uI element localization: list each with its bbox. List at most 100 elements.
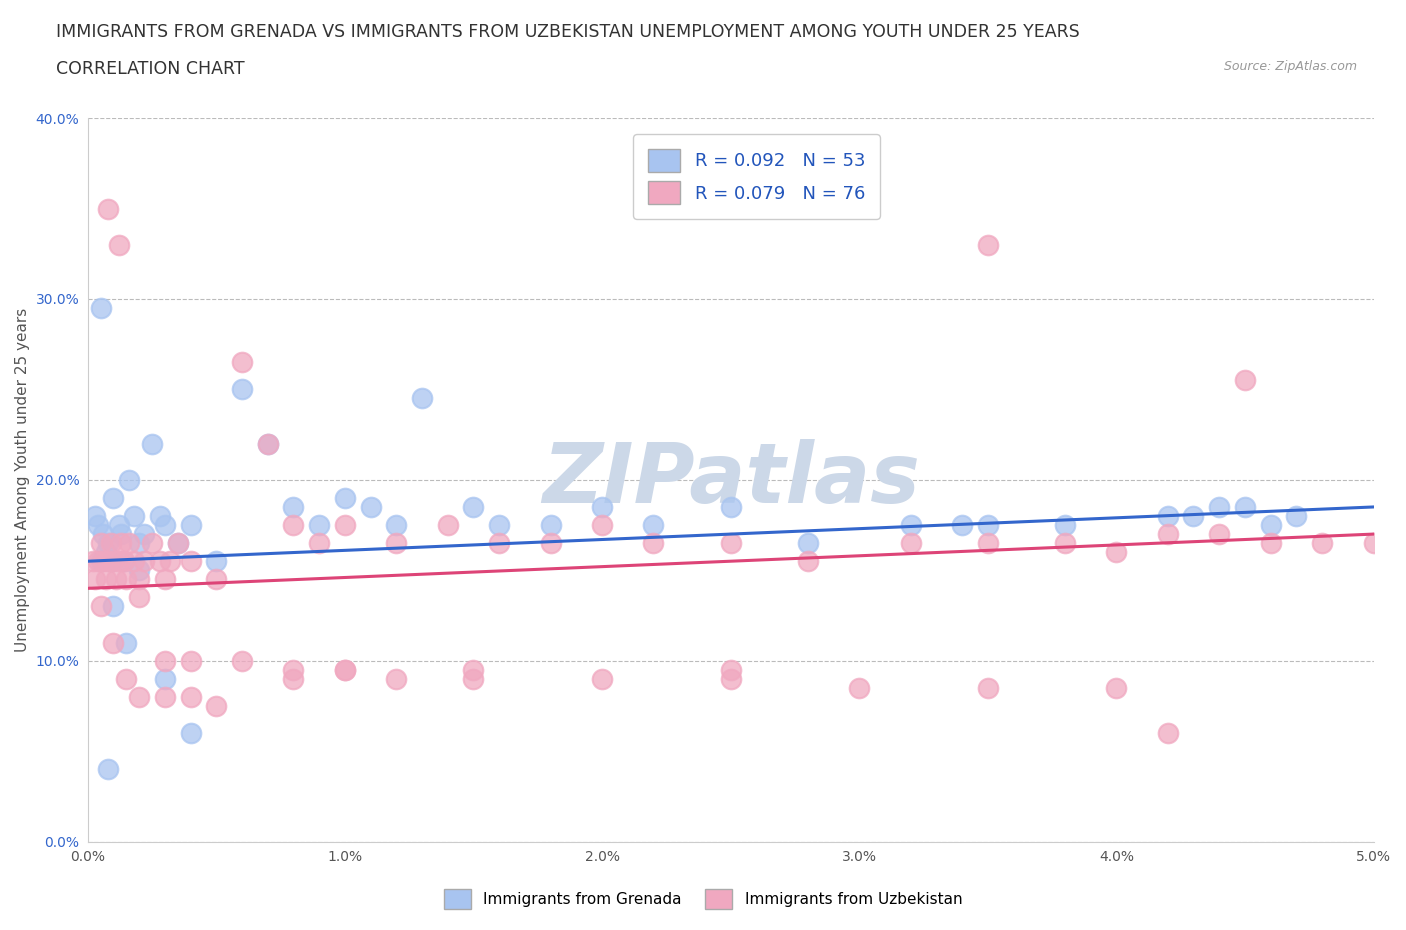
- Point: [110, 526, 132, 541]
- Point: [110, 536, 132, 551]
- Point: [141, 536, 163, 551]
- Point: [360, 499, 382, 514]
- Point: [205, 553, 228, 568]
- Point: [91, 526, 114, 541]
- Text: CORRELATION CHART: CORRELATION CHART: [56, 60, 245, 78]
- Point: [256, 436, 278, 451]
- Point: [205, 698, 228, 713]
- Point: [82, 553, 104, 568]
- Point: [463, 499, 485, 514]
- Point: [1285, 509, 1308, 524]
- Point: [112, 553, 135, 568]
- Point: [797, 553, 820, 568]
- Point: [103, 635, 125, 650]
- Point: [488, 518, 510, 533]
- Point: [283, 499, 305, 514]
- Point: [643, 518, 665, 533]
- Point: [141, 436, 163, 451]
- Point: [385, 536, 408, 551]
- Point: [900, 518, 922, 533]
- Point: [118, 472, 141, 487]
- Point: [107, 553, 129, 568]
- Point: [848, 681, 870, 696]
- Point: [283, 518, 305, 533]
- Point: [333, 662, 356, 677]
- Point: [231, 382, 253, 397]
- Point: [128, 590, 150, 604]
- Point: [720, 662, 742, 677]
- Point: [231, 355, 253, 370]
- Point: [149, 553, 172, 568]
- Point: [411, 391, 433, 405]
- Point: [333, 662, 356, 677]
- Point: [720, 499, 742, 514]
- Point: [1208, 499, 1230, 514]
- Point: [1157, 509, 1180, 524]
- Point: [977, 681, 1000, 696]
- Point: [231, 653, 253, 668]
- Point: [1157, 526, 1180, 541]
- Point: [128, 572, 150, 587]
- Point: [112, 553, 135, 568]
- Point: [977, 237, 1000, 252]
- Point: [1260, 518, 1282, 533]
- Point: [128, 689, 150, 704]
- Point: [153, 518, 176, 533]
- Point: [94, 572, 117, 587]
- Point: [1053, 536, 1076, 551]
- Point: [1182, 509, 1205, 524]
- Legend: Immigrants from Grenada, Immigrants from Uzbekistan: Immigrants from Grenada, Immigrants from…: [437, 884, 969, 915]
- Point: [90, 536, 112, 551]
- Point: [1362, 536, 1385, 551]
- Point: [115, 671, 138, 686]
- Point: [107, 518, 129, 533]
- Point: [256, 436, 278, 451]
- Point: [159, 553, 181, 568]
- Point: [1105, 545, 1128, 560]
- Point: [134, 526, 156, 541]
- Point: [166, 536, 188, 551]
- Point: [100, 536, 122, 551]
- Point: [84, 572, 107, 587]
- Y-axis label: Unemployment Among Youth under 25 years: Unemployment Among Youth under 25 years: [15, 308, 30, 652]
- Point: [153, 689, 176, 704]
- Point: [91, 553, 114, 568]
- Point: [1208, 526, 1230, 541]
- Point: [977, 518, 1000, 533]
- Point: [128, 536, 150, 551]
- Point: [1053, 518, 1076, 533]
- Point: [488, 536, 510, 551]
- Point: [84, 509, 107, 524]
- Text: Source: ZipAtlas.com: Source: ZipAtlas.com: [1223, 60, 1357, 73]
- Point: [97, 553, 120, 568]
- Point: [900, 536, 922, 551]
- Point: [94, 545, 117, 560]
- Point: [591, 671, 613, 686]
- Point: [1157, 725, 1180, 740]
- Point: [1105, 681, 1128, 696]
- Point: [1233, 373, 1256, 388]
- Point: [797, 536, 820, 551]
- Point: [333, 518, 356, 533]
- Point: [308, 518, 330, 533]
- Point: [87, 553, 110, 568]
- Point: [333, 490, 356, 505]
- Point: [97, 762, 120, 777]
- Point: [720, 536, 742, 551]
- Point: [90, 599, 112, 614]
- Point: [134, 553, 156, 568]
- Point: [977, 536, 1000, 551]
- Point: [720, 671, 742, 686]
- Point: [308, 536, 330, 551]
- Point: [115, 635, 138, 650]
- Point: [1260, 536, 1282, 551]
- Point: [90, 553, 112, 568]
- Point: [180, 553, 202, 568]
- Point: [436, 518, 458, 533]
- Text: IMMIGRANTS FROM GRENADA VS IMMIGRANTS FROM UZBEKISTAN UNEMPLOYMENT AMONG YOUTH U: IMMIGRANTS FROM GRENADA VS IMMIGRANTS FR…: [56, 23, 1080, 41]
- Point: [180, 725, 202, 740]
- Point: [87, 518, 110, 533]
- Point: [90, 300, 112, 315]
- Point: [149, 509, 172, 524]
- Point: [115, 572, 138, 587]
